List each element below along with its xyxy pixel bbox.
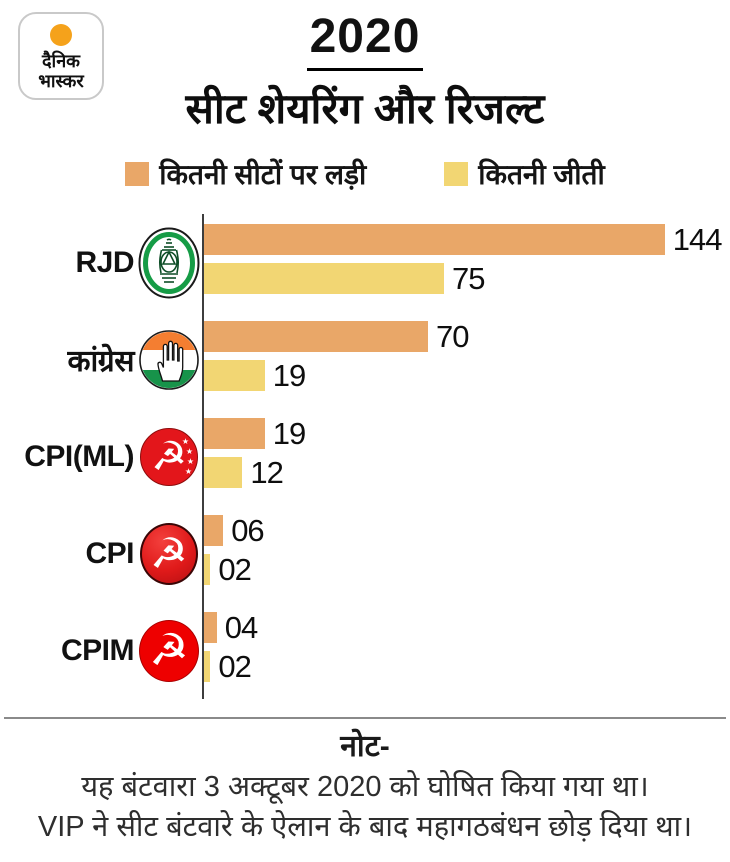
contested-value: 70 <box>436 319 469 354</box>
party-label: CPI(ML) <box>24 439 134 473</box>
contested-value: 06 <box>231 513 264 548</box>
party-label: कांग्रेस <box>67 345 134 378</box>
page-subtitle: सीट शेयरिंग और रिजल्ट <box>185 85 545 132</box>
bars-cell: 70 19 <box>202 311 730 408</box>
chart-row: CPI ☭ 06 02 <box>0 505 730 602</box>
page-title-year: 2020 <box>306 12 424 71</box>
won-bar-line: 12 <box>204 457 730 488</box>
won-bar-line: 19 <box>204 360 730 391</box>
won-value: 02 <box>218 649 251 684</box>
party-label: RJD <box>75 245 134 279</box>
bars-cell: 144 75 <box>202 214 730 311</box>
chart-legend: कितनी सीटों पर लड़ी कितनी जीती <box>0 155 730 193</box>
contested-value: 19 <box>272 416 306 451</box>
party-label-cell: CPI(ML) ☭ ★ ★ ★ ★ <box>0 408 202 505</box>
contested-bar-line: 06 <box>204 515 730 546</box>
contested-bar-line: 19 <box>204 418 730 449</box>
won-value: 19 <box>272 358 306 393</box>
contested-bar-line: 144 <box>204 224 730 255</box>
contested-value: 144 <box>672 222 723 257</box>
won-value: 75 <box>452 261 485 296</box>
contested-bar-line: 04 <box>204 612 730 643</box>
won-bar <box>204 554 211 585</box>
party-label: CPI <box>85 536 134 570</box>
contested-bar <box>204 515 224 546</box>
won-bar <box>204 651 211 682</box>
note-line-2: VIP ने सीट बंटवारे के ऐलान के बाद महागठब… <box>37 811 693 843</box>
chart-row: CPI(ML) ☭ ★ ★ ★ ★ 19 12 <box>0 408 730 505</box>
won-bar <box>204 360 265 391</box>
legend-item-contested: कितनी सीटों पर लड़ी <box>125 155 366 193</box>
bars-cell: 06 02 <box>202 505 730 602</box>
sun-dot-icon <box>50 24 72 46</box>
contested-bar-line: 70 <box>204 321 730 352</box>
won-bar <box>204 263 444 294</box>
won-swatch-icon <box>444 162 469 186</box>
won-bar-line: 02 <box>204 651 730 682</box>
logo-text-line1: दैनिक <box>41 51 81 71</box>
congress-hand-icon <box>138 329 200 390</box>
cpi-hammer-sickle-icon: ☭ <box>138 522 200 585</box>
note-line-1: यह बंटवारा 3 अक्टूबर 2020 को घोषित किया … <box>81 771 649 803</box>
bars-cell: 19 12 <box>202 408 730 505</box>
cpim-hammer-sickle-icon: ☭ <box>138 619 200 682</box>
contested-value: 04 <box>224 610 258 645</box>
contested-bar <box>204 224 665 255</box>
header: 2020 सीट शेयरिंग और रिजल्ट <box>0 0 730 135</box>
party-label-cell: कांग्रेस <box>0 311 202 408</box>
seat-sharing-bar-chart: RJD 144 75 कांग्रेस <box>0 214 730 699</box>
chart-row: कांग्रेस 70 19 <box>0 311 730 408</box>
logo-text-line2: भास्कर <box>38 71 84 91</box>
won-bar <box>204 457 243 488</box>
chart-row: RJD 144 75 <box>0 214 730 311</box>
legend-item-won: कितनी जीती <box>444 155 605 193</box>
won-value: 12 <box>250 455 283 490</box>
dainik-bhaskar-logo: दैनिक भास्कर <box>18 12 104 100</box>
party-label-cell: CPIM ☭ <box>0 602 202 699</box>
contested-bar <box>204 418 265 449</box>
party-label-cell: RJD <box>0 214 202 311</box>
chart-row: CPIM ☭ 04 02 <box>0 602 730 699</box>
won-value: 02 <box>218 552 251 587</box>
cpiml-hammer-sickle-stars-icon: ☭ ★ ★ ★ ★ <box>138 427 200 486</box>
won-bar-line: 75 <box>204 263 730 294</box>
rjd-lantern-icon <box>138 227 200 299</box>
won-bar-line: 02 <box>204 554 730 585</box>
contested-bar <box>204 612 217 643</box>
party-label: CPIM <box>61 633 135 667</box>
note-section: नोट- यह बंटवारा 3 अक्टूबर 2020 को घोषित … <box>4 717 726 847</box>
party-label-cell: CPI ☭ <box>0 505 202 602</box>
legend-label-won: कितनी जीती <box>478 159 605 190</box>
legend-label-contested: कितनी सीटों पर लड़ी <box>159 159 367 190</box>
bars-cell: 04 02 <box>202 602 730 699</box>
contested-bar <box>204 321 428 352</box>
contested-swatch-icon <box>125 162 150 186</box>
note-heading: नोट- <box>340 730 390 763</box>
